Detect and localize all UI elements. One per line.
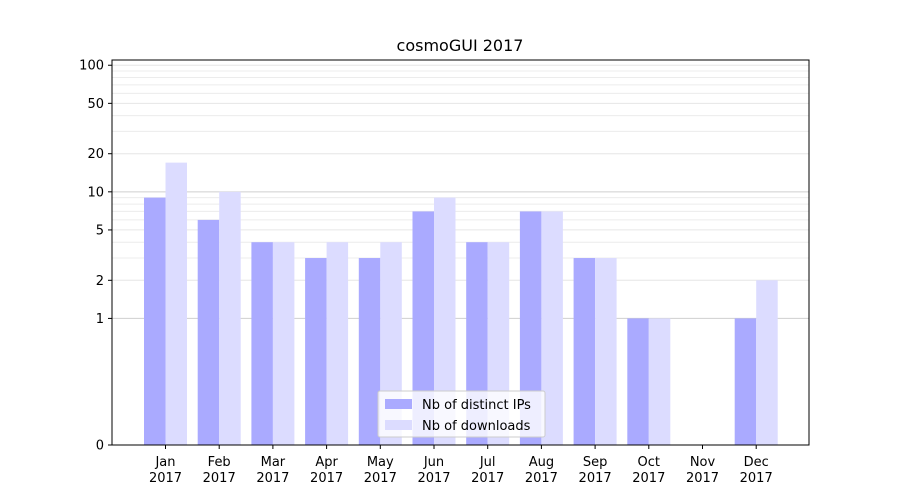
bar-distinct-ips <box>734 318 757 445</box>
x-tick-label-month: Jun <box>423 455 444 470</box>
x-tick-label-year: 2017 <box>632 471 665 486</box>
x-tick-label-year: 2017 <box>203 471 236 486</box>
bar-distinct-ips <box>412 211 434 445</box>
legend-label: Nb of downloads <box>422 419 531 434</box>
bar-downloads <box>219 191 241 445</box>
bar-distinct-ips <box>627 318 649 445</box>
y-tick-label: 5 <box>96 223 104 238</box>
x-tick-label-year: 2017 <box>686 471 719 486</box>
legend-label: Nb of distinct IPs <box>422 398 531 413</box>
y-tick-label: 10 <box>87 185 104 200</box>
bar-distinct-ips <box>573 258 596 445</box>
legend: Nb of distinct IPs Nb of downloads <box>377 390 546 438</box>
bars <box>144 162 778 445</box>
y-tick-label: 50 <box>87 97 104 112</box>
x-tick-label-month: Jul <box>479 455 496 470</box>
bar-downloads <box>326 242 349 445</box>
x-tick-label-month: Mar <box>261 455 286 470</box>
bar-distinct-ips <box>144 197 166 445</box>
x-tick-label-month: Oct <box>638 455 660 470</box>
legend-swatch <box>385 399 412 409</box>
bar-distinct-ips <box>197 219 220 445</box>
bar-distinct-ips <box>519 211 542 445</box>
x-tick-label-month: Sep <box>583 455 608 470</box>
x-axis: Jan2017Feb2017Mar2017Apr2017May2017Jun20… <box>149 445 773 486</box>
bar-downloads <box>756 280 778 445</box>
legend-swatch <box>385 420 412 430</box>
y-tick-label: 2 <box>96 274 104 289</box>
y-axis: 0 1 2 5 10 20 50 100 <box>79 59 112 454</box>
bar-distinct-ips <box>305 258 327 445</box>
x-tick-label-year: 2017 <box>525 471 558 486</box>
bar-downloads <box>541 211 563 445</box>
legend-box <box>377 390 546 438</box>
x-tick-label-month: Aug <box>529 455 554 470</box>
x-tick-label-year: 2017 <box>740 471 773 486</box>
x-tick-label-year: 2017 <box>471 471 504 486</box>
bar-downloads <box>595 258 617 445</box>
bar-distinct-ips <box>358 258 381 445</box>
y-tick-label: 1 <box>96 312 104 327</box>
bar-downloads <box>434 197 456 445</box>
y-tick-label: 100 <box>79 59 104 74</box>
x-tick-label-month: Feb <box>208 455 231 470</box>
x-tick-label-year: 2017 <box>149 471 182 486</box>
x-tick-label-year: 2017 <box>579 471 612 486</box>
x-tick-label-month: Apr <box>315 455 338 470</box>
x-tick-label-year: 2017 <box>310 471 343 486</box>
x-tick-label-month: Nov <box>690 455 716 470</box>
chart-title: cosmoGUI 2017 <box>397 36 524 55</box>
x-tick-label-year: 2017 <box>364 471 397 486</box>
x-tick-label-month: Jan <box>154 455 175 470</box>
bar-distinct-ips <box>251 242 273 445</box>
bar-downloads <box>648 318 671 445</box>
x-tick-label-month: Dec <box>744 455 769 470</box>
y-tick-label: 20 <box>87 147 104 162</box>
y-tick-label: 0 <box>96 439 104 454</box>
plot-frame <box>111 59 810 446</box>
bar-downloads <box>272 242 295 445</box>
bar-downloads <box>165 162 187 445</box>
x-tick-label-year: 2017 <box>417 471 450 486</box>
x-tick-label-year: 2017 <box>256 471 289 486</box>
x-tick-label-month: May <box>367 455 394 470</box>
